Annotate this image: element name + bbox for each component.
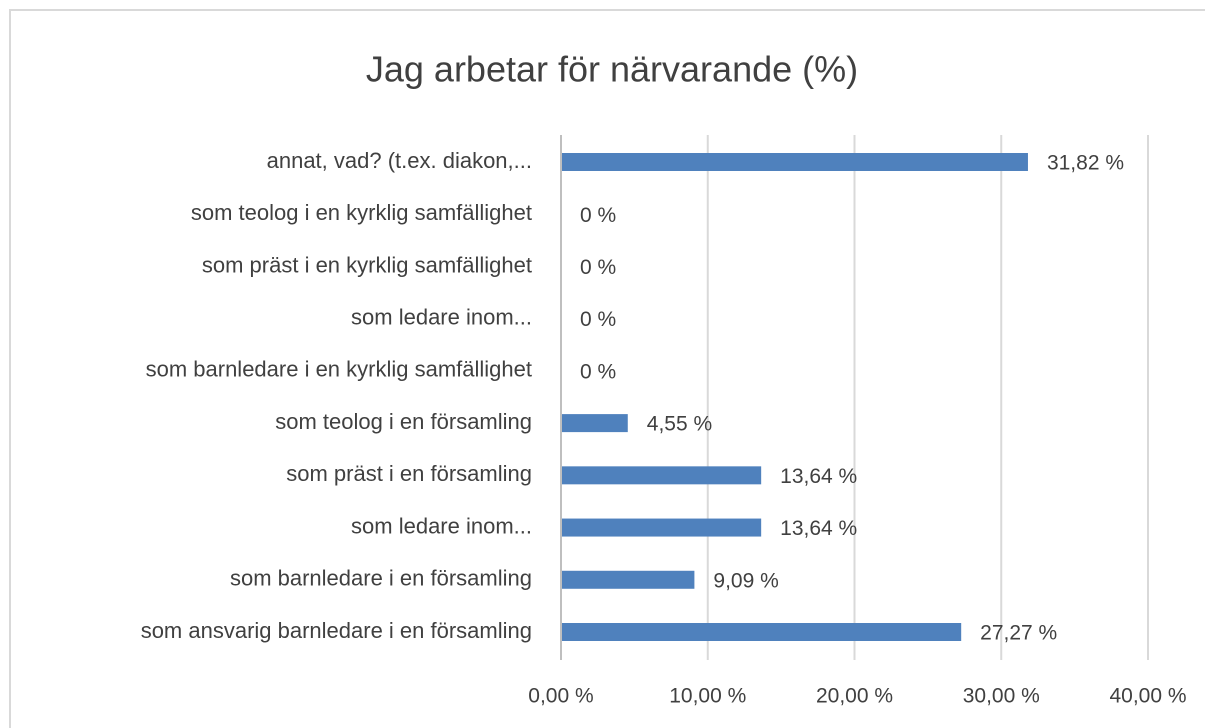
data-label: 0 % <box>580 308 616 331</box>
data-label: 0 % <box>580 256 616 279</box>
y-tick-label: som teolog i en församling <box>275 409 532 434</box>
chart-title: Jag arbetar för närvarande (%) <box>366 49 858 90</box>
data-label: 9,09 % <box>713 569 778 592</box>
bar <box>561 518 762 537</box>
y-tick-label: som präst i en församling <box>286 461 532 486</box>
y-tick-label: som ansvarig barnledare i en församling <box>141 618 532 643</box>
x-tick-label: 10,00 % <box>669 685 746 708</box>
bar <box>561 466 762 485</box>
data-label: 27,27 % <box>980 622 1057 645</box>
y-tick-label: annat, vad? (t.ex. diakon,... <box>267 148 532 173</box>
data-label: 31,82 % <box>1047 152 1124 175</box>
y-tick-label: som teolog i en kyrklig samfällighet <box>191 200 532 225</box>
y-tick-label: som ledare inom... <box>351 513 532 538</box>
y-tick-label: som präst i en kyrklig samfällighet <box>202 252 532 277</box>
x-tick-label: 0,00 % <box>528 685 593 708</box>
y-tick-label: som ledare inom... <box>351 304 532 329</box>
data-label: 4,55 % <box>647 413 712 436</box>
y-tick-label: som barnledare i en församling <box>230 566 532 591</box>
bar <box>561 414 628 433</box>
bar <box>561 570 695 589</box>
data-label: 0 % <box>580 360 616 383</box>
bar <box>561 153 1028 171</box>
x-tick-label: 30,00 % <box>963 685 1040 708</box>
data-label: 13,64 % <box>780 517 857 540</box>
bar <box>561 623 962 641</box>
y-tick-label: som barnledare i en kyrklig samfällighet <box>146 357 532 382</box>
x-tick-label: 20,00 % <box>816 685 893 708</box>
data-label: 13,64 % <box>780 465 857 488</box>
data-label: 0 % <box>580 204 616 227</box>
chart-frame <box>9 9 1205 728</box>
x-tick-label: 40,00 % <box>1109 685 1186 708</box>
